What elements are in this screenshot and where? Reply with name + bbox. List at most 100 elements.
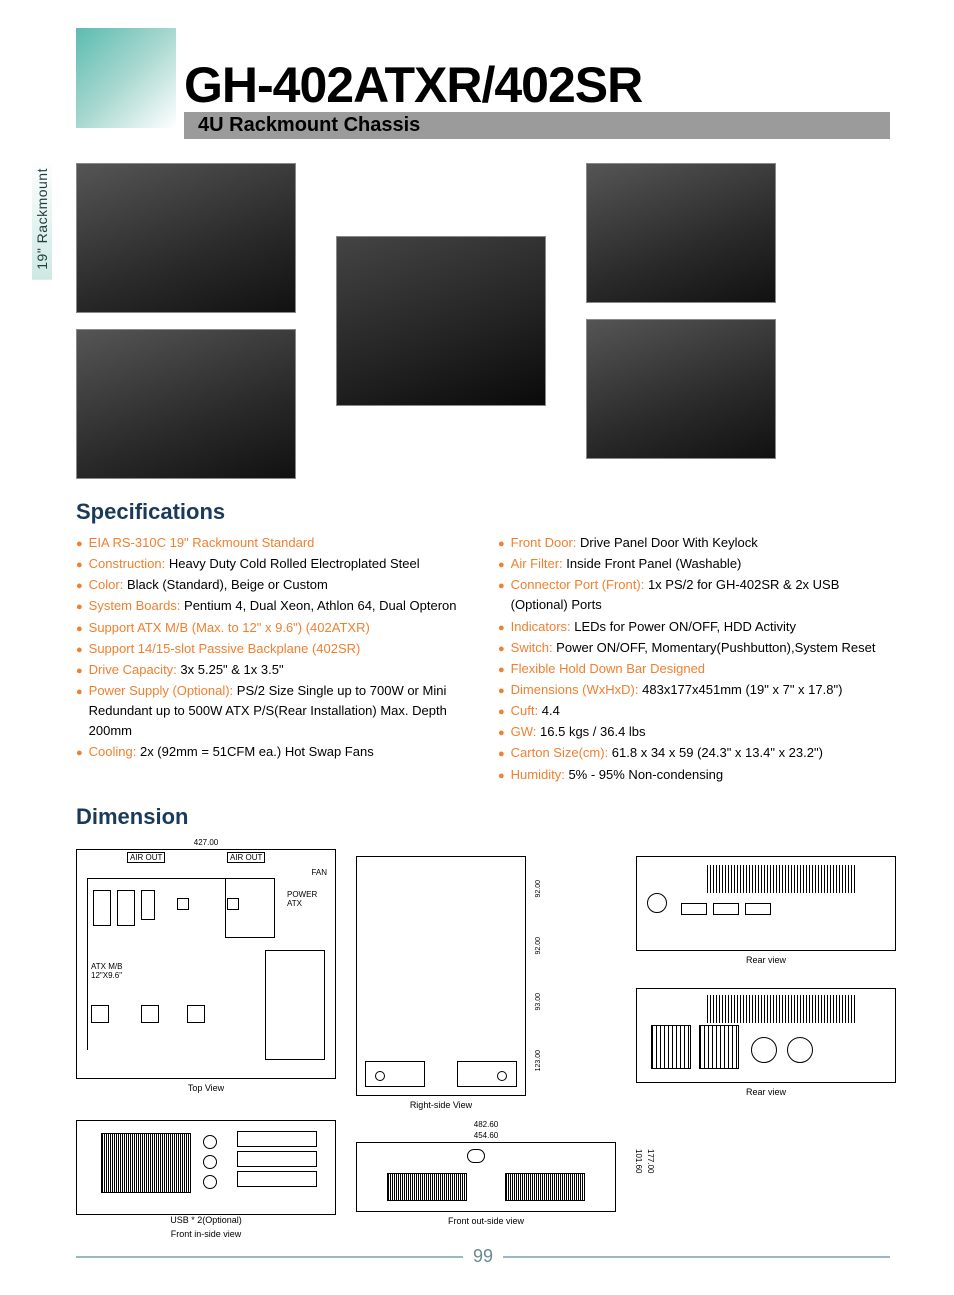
dimension-section: Dimension Rear view 427.00 AIR OUT AIR — [76, 804, 890, 1239]
photo-col-1 — [76, 163, 296, 479]
spec-label: Color: — [89, 577, 127, 592]
bullet-icon: ● — [76, 536, 83, 553]
spec-label: Cuft: — [511, 703, 542, 718]
product-photo — [336, 236, 546, 406]
drawing-caption: Front in-side view — [76, 1229, 336, 1239]
dim-val: 92.00 — [535, 880, 549, 898]
spec-text: Carton Size(cm): 61.8 x 34 x 59 (24.3" x… — [511, 743, 823, 763]
spec-label: Air Filter: — [511, 556, 567, 571]
spec-text: Humidity: 5% - 95% Non-condensing — [511, 765, 723, 785]
spec-item: ●Carton Size(cm): 61.8 x 34 x 59 (24.3" … — [498, 743, 890, 763]
bullet-icon: ● — [76, 557, 83, 574]
spec-value: Power ON/OFF, Momentary(Pushbutton),Syst… — [556, 640, 875, 655]
drawing-box — [76, 1120, 336, 1215]
spec-text: Drive Capacity: 3x 5.25" & 1x 3.5" — [89, 660, 284, 680]
label-air-out: AIR OUT — [227, 852, 265, 863]
spec-item: ● Power Supply (Optional): PS/2 Size Sing… — [76, 681, 468, 741]
spec-full: Support ATX M/B (Max. to 12" x 9.6") (40… — [89, 620, 370, 635]
spec-text: GW: 16.5 kgs / 36.4 lbs — [511, 722, 646, 742]
bullet-icon: ● — [76, 642, 83, 659]
bullet-icon: ● — [76, 684, 83, 701]
spec-label: System Boards: — [89, 598, 184, 613]
drawing-front-outside: 482.60 454.60 101.60 177.00 Front out-si… — [356, 1120, 616, 1239]
label-power: POWER ATX — [287, 890, 327, 908]
spec-col-right: ●Front Door: Drive Panel Door With Keylo… — [498, 533, 890, 786]
bullet-icon: ● — [498, 768, 505, 785]
spec-text: Support 14/15-slot Passive Backplane (40… — [89, 639, 361, 659]
spec-item: ●Front Door: Drive Panel Door With Keylo… — [498, 533, 890, 553]
side-tab-label: 19" Rackmount — [32, 158, 52, 280]
spec-label: Drive Capacity: — [89, 662, 181, 677]
bullet-icon: ● — [76, 599, 83, 616]
drawing-box — [636, 856, 896, 951]
spec-item: ● Construction: Heavy Duty Cold Rolled El… — [76, 554, 468, 574]
dim-w2: 454.60 — [356, 1131, 616, 1140]
drawing-caption: Front out-side view — [356, 1216, 616, 1226]
specifications-section: Specifications ●EIA RS-310C 19" Rackmoun… — [76, 499, 890, 786]
bullet-icon: ● — [76, 621, 83, 638]
spec-text: Construction: Heavy Duty Cold Rolled Ele… — [89, 554, 420, 574]
spec-columns: ●EIA RS-310C 19" Rackmount Standard●Cons… — [76, 533, 890, 786]
spec-item: ● Humidity: 5% - 95% Non-condensing — [498, 765, 890, 785]
spec-item: ●Dimensions (WxHxD): 483x177x451mm (19" … — [498, 680, 890, 700]
page-footer: 99 — [76, 1246, 890, 1267]
product-photo — [586, 163, 776, 303]
spec-full: Support 14/15-slot Passive Backplane (40… — [89, 641, 361, 656]
spec-value: Inside Front Panel (Washable) — [566, 556, 741, 571]
spec-value: 2x (92mm = 51CFM ea.) Hot Swap Fans — [140, 744, 374, 759]
title-block: GH-402ATXR/402SR 4U Rackmount Chassis — [184, 60, 890, 139]
spec-text: Cuft: 4.4 — [511, 701, 560, 721]
photo-col-2 — [336, 163, 546, 479]
spec-item: ●EIA RS-310C 19" Rackmount Standard — [76, 533, 468, 553]
spec-text: Connector Port (Front): 1x PS/2 for GH-4… — [511, 575, 890, 615]
label-air-out: AIR OUT — [127, 852, 165, 863]
spec-value: 483x177x451mm (19" x 7" x 17.8") — [642, 682, 842, 697]
bullet-icon: ● — [76, 663, 83, 680]
bullet-icon: ● — [76, 578, 83, 595]
drawing-caption: Right-side View — [356, 1100, 526, 1110]
spec-item: ●Flexible Hold Down Bar Designed — [498, 659, 890, 679]
spec-value: 16.5 kgs / 36.4 lbs — [540, 724, 646, 739]
spec-value: 61.8 x 34 x 59 (24.3" x 13.4" x 23.2") — [612, 745, 823, 760]
spec-item: ● Support 14/15-slot Passive Backplane (4… — [76, 639, 468, 659]
spec-label: Construction: — [89, 556, 169, 571]
spec-value: Pentium 4, Dual Xeon, Athlon 64, Dual Op… — [184, 598, 456, 613]
product-photo — [76, 329, 296, 479]
bullet-icon: ● — [498, 536, 505, 553]
spec-value: 3x 5.25" & 1x 3.5" — [180, 662, 283, 677]
spec-text: Cooling: 2x (92mm = 51CFM ea.) Hot Swap … — [89, 742, 374, 762]
drawing-rear-2: Rear view — [636, 988, 896, 1110]
photo-col-3 — [586, 163, 776, 479]
drawing-box: AIR OUT AIR OUT FAN POWER ATX ATX M/B 12… — [76, 849, 336, 1079]
spec-text: Power Supply (Optional): PS/2 Size Singl… — [89, 681, 468, 741]
spec-label: Front Door: — [511, 535, 580, 550]
bullet-icon: ● — [498, 725, 505, 742]
product-photo — [76, 163, 296, 313]
drawing-caption: Rear view — [636, 955, 896, 965]
drawing-caption: Top View — [76, 1083, 336, 1093]
dimension-grid: Rear view 427.00 AIR OUT AIR OUT FAN POW… — [76, 838, 890, 1239]
spec-label: Connector Port (Front): — [511, 577, 648, 592]
drawing-box: 101.60 177.00 — [356, 1142, 616, 1212]
spec-item: ● Air Filter: Inside Front Panel (Washabl… — [498, 554, 890, 574]
spec-item: ●Connector Port (Front): 1x PS/2 for GH-… — [498, 575, 890, 615]
label-mb: ATX M/B 12"X9.6" — [91, 962, 141, 980]
label-fan: FAN — [311, 868, 327, 877]
spec-value: Black (Standard), Beige or Custom — [127, 577, 328, 592]
footer-line — [76, 1256, 463, 1258]
spec-label: Humidity: — [511, 767, 569, 782]
drawing-box: 92.00 92.00 93.00 123.00 — [356, 856, 526, 1096]
bullet-icon: ● — [76, 745, 83, 762]
bullet-icon: ● — [498, 557, 505, 574]
drawing-front-inside: USB * 2(Optional) Front in-side view — [76, 1120, 336, 1239]
subtitle-bar: 4U Rackmount Chassis — [184, 112, 890, 139]
dim-heading: Dimension — [76, 804, 890, 830]
spec-item: ● Drive Capacity: 3x 5.25" & 1x 3.5" — [76, 660, 468, 680]
spec-label: Dimensions (WxHxD): — [511, 682, 642, 697]
spec-label: GW: — [511, 724, 540, 739]
side-dims: 92.00 92.00 93.00 123.00 — [535, 861, 549, 1091]
dim-val: 123.00 — [535, 1050, 549, 1071]
dim-w1: 482.60 — [356, 1120, 616, 1129]
spec-item: ● GW: 16.5 kgs / 36.4 lbs — [498, 722, 890, 742]
spec-full: Flexible Hold Down Bar Designed — [511, 661, 705, 676]
